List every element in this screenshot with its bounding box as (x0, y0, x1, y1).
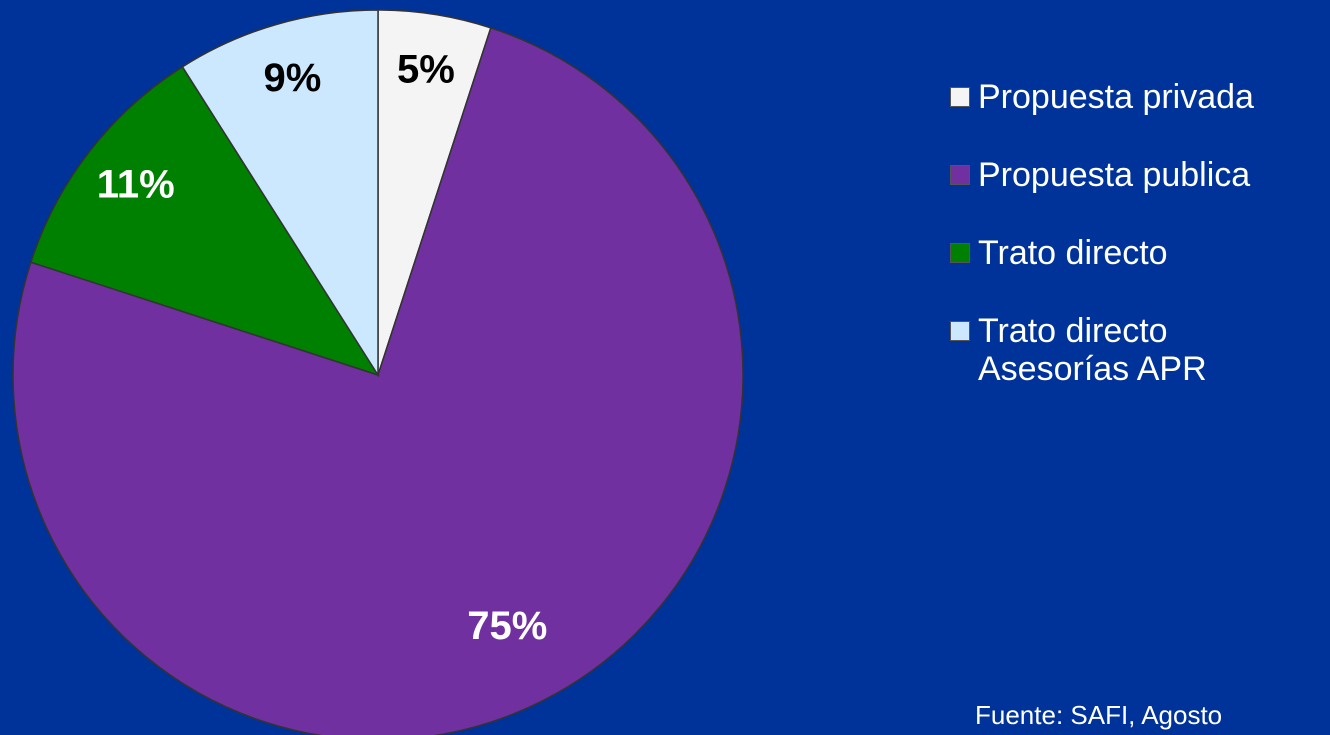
legend-swatch (950, 243, 970, 263)
pie-slice (29, 65, 380, 377)
pie-chart: 5% 75% 11% 9% (12, 9, 744, 735)
legend-label: Trato directo (978, 234, 1168, 272)
legend-swatch (950, 87, 970, 107)
legend-swatch (950, 321, 970, 341)
legend-label: Propuesta publica (978, 156, 1251, 194)
legend-item: Propuesta privada (950, 78, 1310, 116)
legend-label: Propuesta privada (978, 78, 1254, 116)
legend-swatch (950, 165, 970, 185)
data-label: 11% (97, 163, 175, 207)
legend-item: Propuesta publica (950, 156, 1310, 194)
data-label: 5% (397, 48, 455, 92)
legend-item: Trato directo (950, 234, 1310, 272)
pie-slice (12, 26, 744, 735)
source-note: Fuente: SAFI, Agosto (975, 700, 1223, 730)
data-label: 9% (264, 56, 322, 100)
legend-label: Trato directo Asesorías APR (978, 312, 1207, 388)
legend: Propuesta privada Propuesta publica Trato … (950, 78, 1310, 428)
legend-item: Trato directo Asesorías APR (950, 312, 1310, 388)
data-label: 75% (467, 604, 547, 648)
pie-slice (181, 9, 379, 378)
